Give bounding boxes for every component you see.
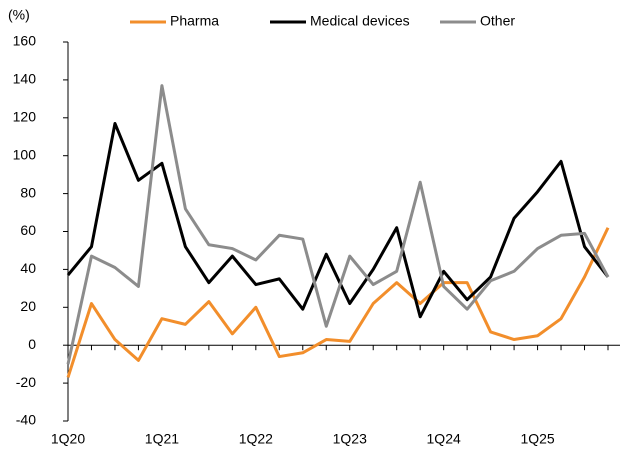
y-tick-label: -40: [16, 412, 36, 428]
legend-label: Medical devices: [310, 13, 410, 29]
line-series: [66, 227, 610, 378]
y-tick-label: 80: [20, 184, 36, 200]
legend-label: Pharma: [170, 13, 219, 29]
line-series: [66, 84, 610, 365]
x-tick-label: 1Q23: [333, 431, 367, 447]
y-tick-label: 100: [13, 146, 37, 162]
y-tick-label: 160: [13, 33, 37, 49]
x-tick-label: 1Q25: [520, 431, 554, 447]
y-axis-label: (%): [8, 7, 30, 23]
y-tick-label: 120: [13, 109, 37, 125]
y-tick-label: 20: [20, 298, 36, 314]
x-tick-label: 1Q24: [427, 431, 461, 447]
line-series: [66, 121, 610, 319]
y-tick-label: 60: [20, 222, 36, 238]
y-tick-label: -20: [16, 374, 36, 390]
y-tick-label: 40: [20, 260, 36, 276]
y-tick-label: 0: [28, 336, 36, 352]
y-tick-label: 140: [13, 71, 37, 87]
legend-label: Other: [480, 13, 515, 29]
x-tick-label: 1Q20: [51, 431, 85, 447]
x-tick-label: 1Q21: [145, 431, 179, 447]
x-tick-label: 1Q22: [239, 431, 273, 447]
